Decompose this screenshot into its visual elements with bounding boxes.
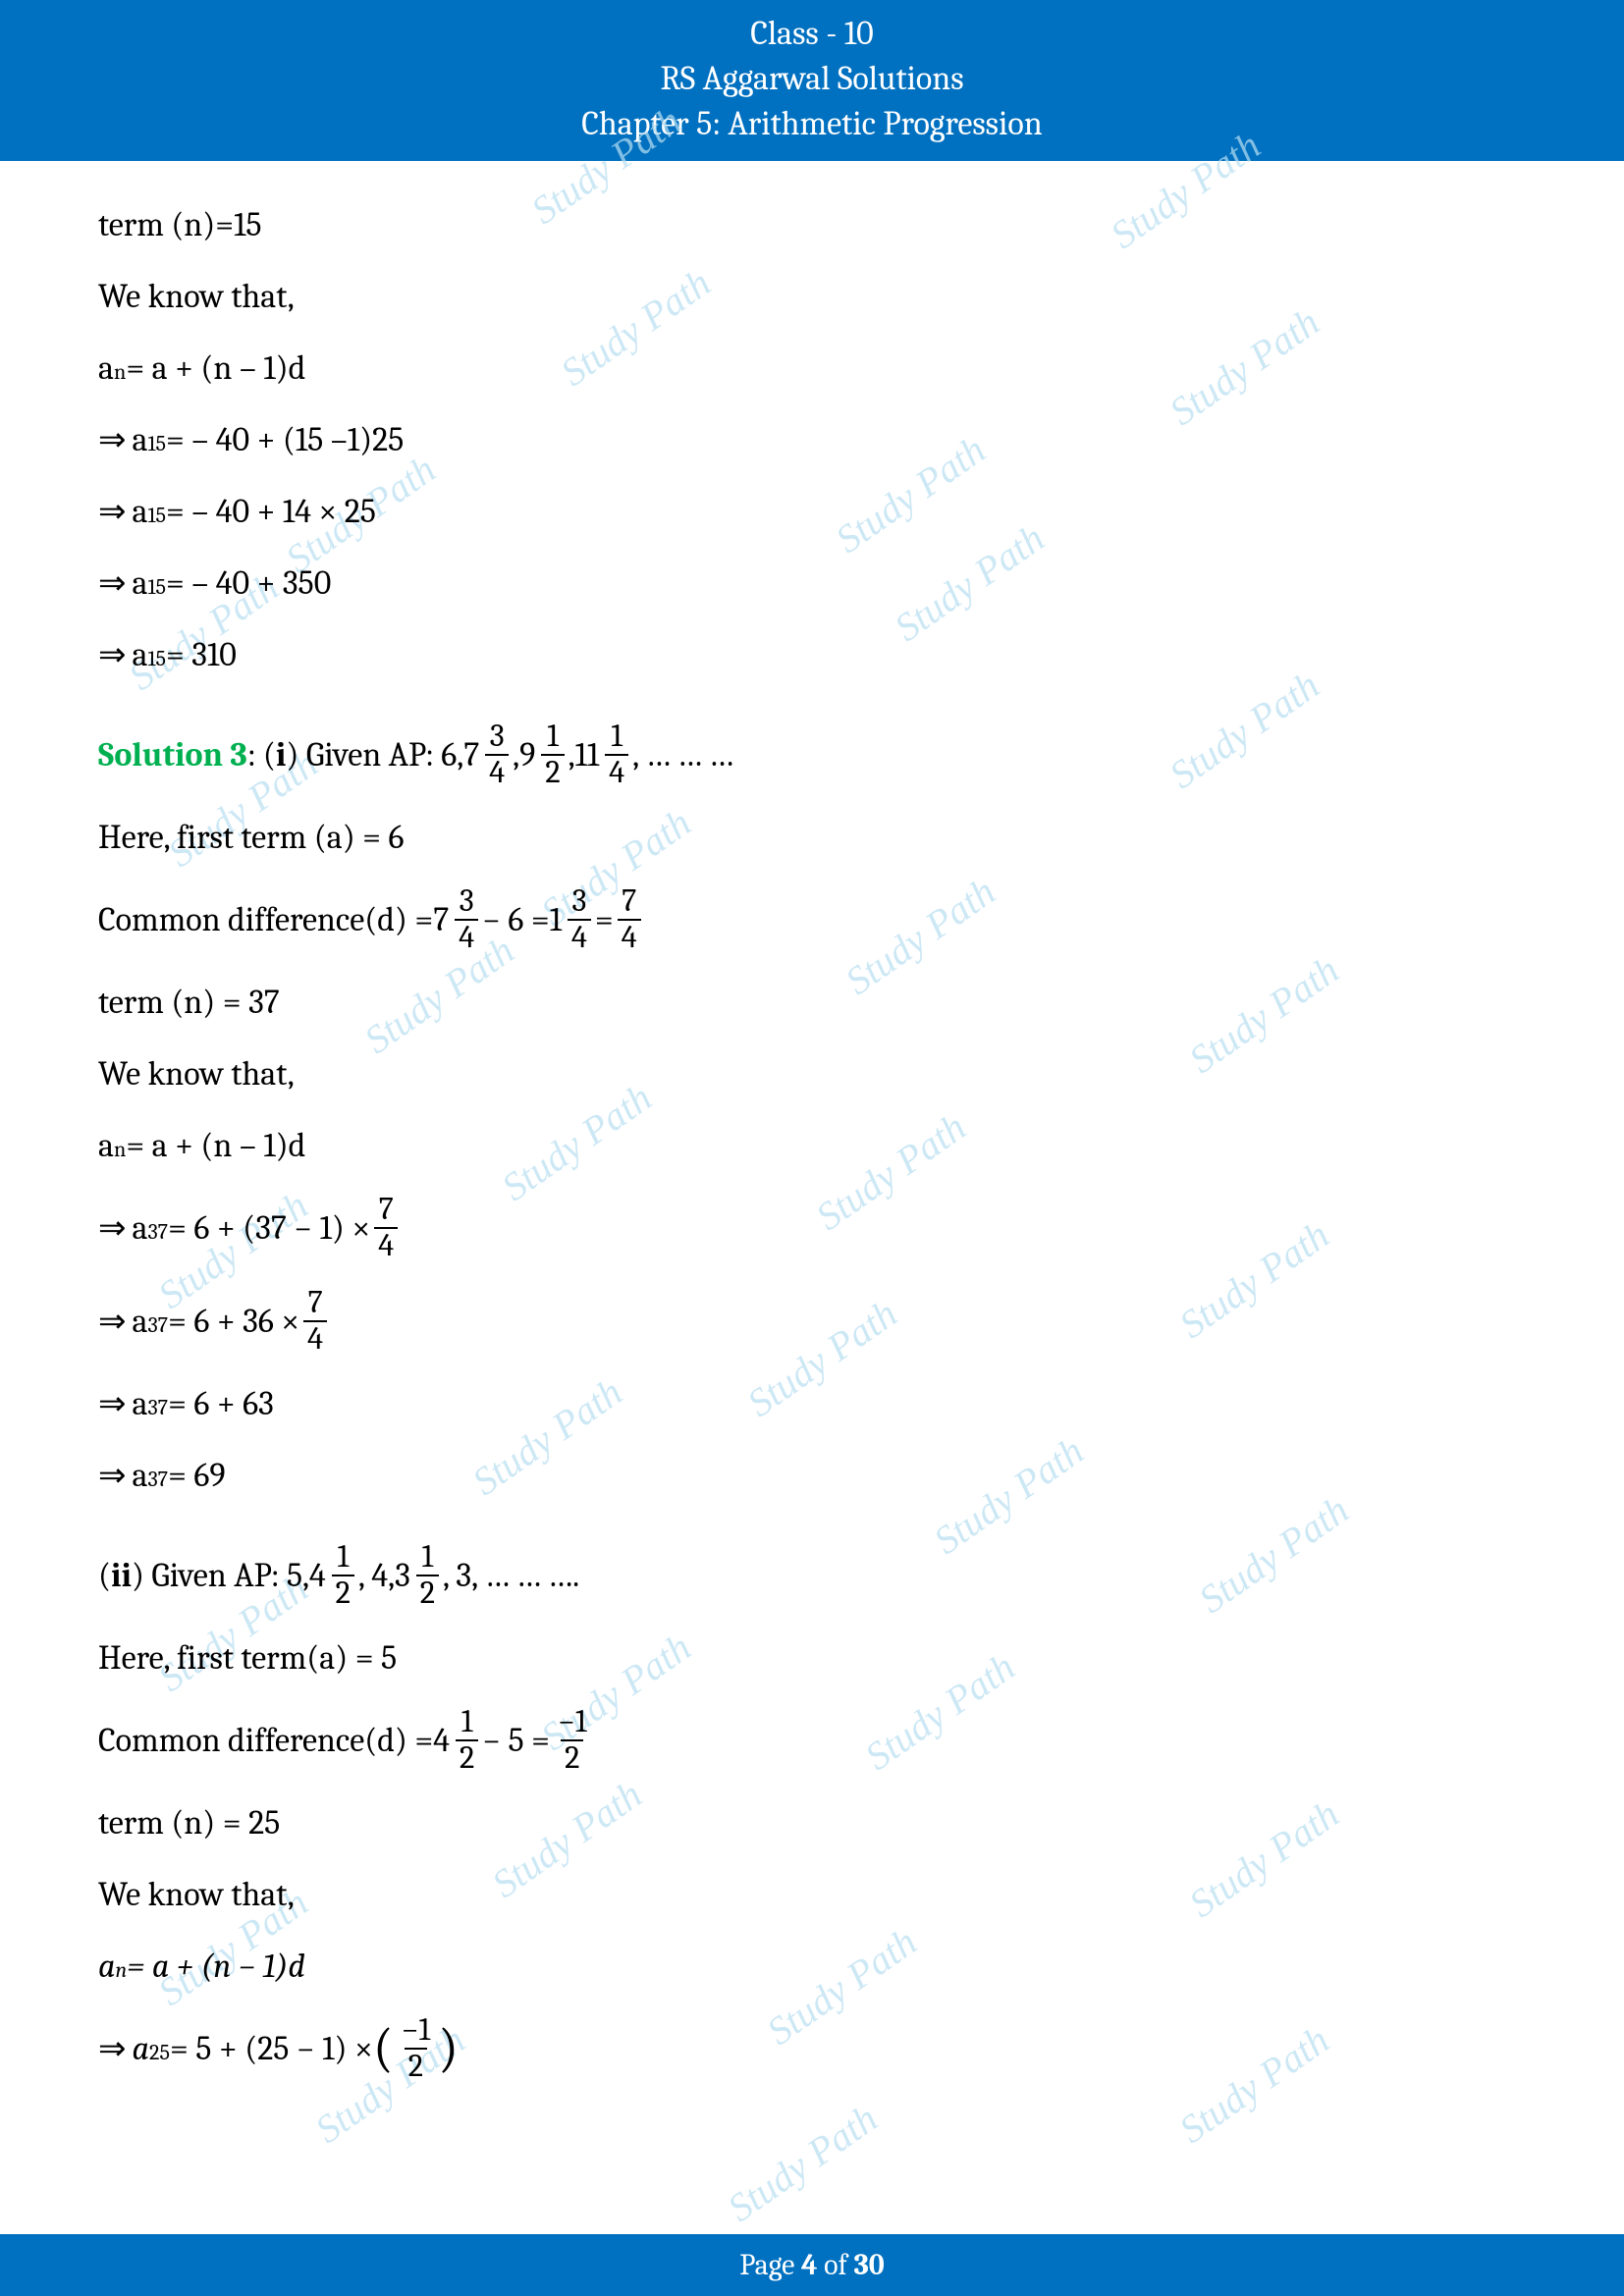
formula-line: Common difference(d) = 734 − 6 = 134 = 7… (98, 884, 1526, 956)
formula-line: ⇒ a37 = 6 + 36 × 74 (98, 1286, 1526, 1358)
page-footer: Page 4 of 30 (0, 2234, 1624, 2296)
formula-line: ⇒ a15 = – 40 + 14 × 25 (98, 487, 1526, 537)
text-line: term (n) = 25 (98, 1798, 1526, 1848)
text-line: Here, first term (a) = 6 (98, 813, 1526, 863)
formula-line: ⇒ a15 = 310 (98, 630, 1526, 680)
text-line: We know that, (98, 272, 1526, 322)
watermark-text: Study Path (719, 2095, 886, 2231)
formula-line: an = a + (n – 1)d (98, 344, 1526, 394)
header-line2: RS Aggarwal Solutions (0, 57, 1624, 102)
solution-label: Solution 3 (98, 730, 247, 780)
footer-page: 4 (801, 2248, 818, 2282)
header-line3: Chapter 5: Arithmetic Progression (0, 102, 1624, 147)
text-line: Here, first term(a) = 5 (98, 1633, 1526, 1683)
page-header: Class - 10 RS Aggarwal Solutions Chapter… (0, 0, 1624, 161)
text-line: term (n) = 37 (98, 978, 1526, 1028)
formula-line: ⇒ a25 = 5 + (25 − 1) × ( −12 ) (98, 2013, 1526, 2085)
text-line: (ii) Given AP: 5, 412 , 4, 312 , 3, … … … (98, 1540, 1526, 1612)
solution-heading: Solution 3 : (i) Given AP: 6, 734 , 912 … (98, 720, 1526, 791)
formula-line: ⇒ a37 = 6 + (37 − 1) × 74 (98, 1193, 1526, 1264)
header-line1: Class - 10 (0, 12, 1624, 57)
formula-line: ⇒ a37 = 6 + 63 (98, 1379, 1526, 1429)
footer-prefix: Page (739, 2248, 801, 2282)
formula-line: an = a + (n − 1)d (98, 1942, 1526, 1992)
text-line: We know that, (98, 1870, 1526, 1920)
footer-mid: of (818, 2248, 854, 2282)
formula-line: Common difference(d) = 412 − 5 = −12 (98, 1705, 1526, 1777)
text-line: term (n)=15 (98, 200, 1526, 250)
formula-line: ⇒ a15 = – 40 + 350 (98, 559, 1526, 609)
formula-line: ⇒ a37 = 69 (98, 1451, 1526, 1501)
text-line: We know that, (98, 1049, 1526, 1099)
formula-line: an = a + (n – 1)d (98, 1121, 1526, 1171)
page-content: term (n)=15 We know that, an = a + (n – … (0, 161, 1624, 2085)
formula-line: ⇒ a15 = – 40 + (15 –1)25 (98, 415, 1526, 465)
footer-total: 30 (854, 2248, 885, 2282)
